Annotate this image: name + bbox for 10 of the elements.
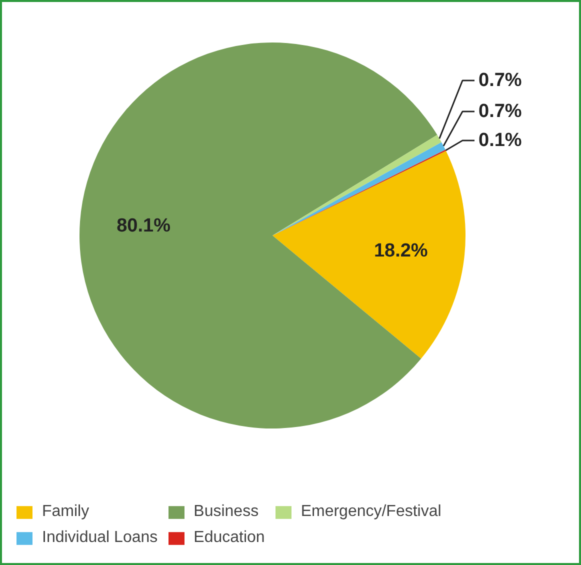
data-label: 0.7% [478, 70, 522, 91]
data-label: 0.1% [478, 130, 522, 151]
data-label: 80.1% [116, 216, 171, 237]
data-label: 0.7% [478, 101, 522, 122]
legend-label: Family [42, 503, 90, 521]
data-label: 18.2% [374, 240, 428, 262]
legend-label: Business [194, 503, 259, 521]
legend-label: Education [194, 529, 265, 547]
legend-label: Emergency/Festival [300, 503, 442, 521]
legend-label: Individual Loans [42, 529, 158, 547]
